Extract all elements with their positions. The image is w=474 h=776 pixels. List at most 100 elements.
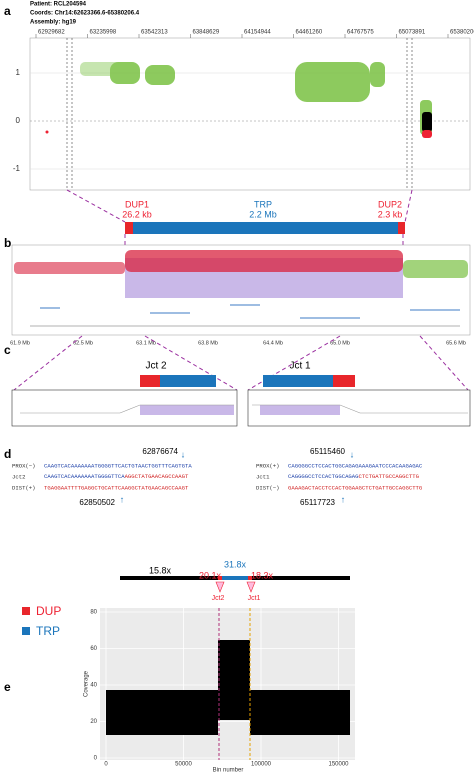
x-tick-label: 65380206 — [450, 30, 474, 36]
sequence-name: Jct2 — [12, 473, 25, 480]
x-tick-label: 64461260 — [296, 30, 323, 36]
y-tick-label: 0 — [94, 756, 98, 762]
y-tick-label: 60 — [90, 646, 97, 652]
point-cloud-red — [125, 250, 403, 272]
header-line: Assembly: hg19 — [30, 20, 77, 26]
x-tick-label: 100000 — [251, 762, 272, 768]
header-line: Patient: RCL204594 — [30, 2, 87, 8]
x-tick-label: 61.9 Mb — [10, 340, 30, 346]
trp-block — [160, 375, 216, 387]
trace — [20, 404, 234, 414]
coordinate: 62850502 — [79, 498, 115, 507]
gene-tracks — [30, 304, 460, 327]
x-tick-label: 64767575 — [347, 30, 374, 36]
y-tick-label: 0 — [16, 116, 21, 125]
junction-label: Jct2 — [212, 595, 225, 602]
coordinate: 65115460 — [310, 447, 346, 456]
coverage-label: 31.8x — [224, 559, 247, 569]
trp-shade — [260, 405, 340, 415]
dup-block — [140, 375, 160, 387]
x-tick-label: 63.8 Mb — [198, 340, 218, 346]
x-tick-label: 65073891 — [399, 30, 426, 36]
x-tick-label: 63542313 — [141, 30, 168, 36]
coverage-label: 15.8x — [149, 565, 172, 575]
jct2-title: Jct 2 — [145, 361, 167, 372]
trp-label: TRP — [254, 199, 272, 209]
sequence-part: CTCTGATTGCCAGGCTTG — [359, 473, 420, 480]
point-cloud-black — [422, 112, 432, 132]
trp-shade — [140, 405, 234, 415]
header-line: Coords: Chr14:62623366.6-65380206.4 — [30, 11, 140, 17]
trp-block — [133, 222, 398, 234]
dup-block — [398, 222, 405, 234]
coverage-cloud — [106, 690, 218, 735]
dup-block — [218, 576, 222, 580]
dup1-label: DUP1 — [125, 199, 149, 209]
sequence-name: Jct1 — [256, 473, 270, 480]
x-tick-label: 62929682 — [38, 30, 65, 36]
plot-frame — [29, 37, 471, 191]
panel-label: a — [4, 4, 11, 18]
arrow: ↑ — [341, 494, 346, 504]
dup-block — [125, 222, 133, 234]
sequence-name: PROX(+) — [256, 462, 280, 469]
junction-marker — [215, 581, 225, 593]
sequence-part: CAAGTCACAAAAAAATGGGGTTCA — [44, 473, 125, 480]
panel-label: e — [4, 680, 11, 694]
x-tick-label: 65.0 Mb — [330, 340, 350, 346]
legend-label: TRP — [36, 624, 60, 638]
arrow: ↓ — [350, 449, 355, 459]
sequence: CAAGTCACAAAAAAATGGGGTTCACTGTAACTGGTTTCAG… — [44, 462, 192, 469]
sequence: GAAAGACTACCTCCACTGGAAGCTCTGATTGCCAGGCTTG — [288, 484, 423, 491]
y-tick-label: 80 — [90, 610, 97, 616]
sequence-part: AGGCTATGAACAGCCAAGT — [125, 473, 189, 480]
panel-label: d — [4, 447, 11, 461]
dup-block — [248, 576, 252, 580]
trp-block — [222, 576, 248, 580]
legend-label: DUP — [36, 604, 61, 618]
dup-block — [333, 375, 355, 387]
sequence: CAGGGGCCTCCACTGGCAGAGAAAGAATCCCACAAGAGAC — [288, 462, 423, 469]
arrow: ↓ — [181, 449, 186, 459]
x-tick-label: 0 — [104, 762, 108, 768]
sequence-name: PROX(−) — [12, 462, 36, 469]
coverage-label: 20.1x — [199, 570, 222, 580]
sequence: TGAGGAATTTTGAGGCTGCATTCAAGGCTATGAACAGCCA… — [44, 484, 189, 491]
legend-swatch — [22, 607, 30, 615]
x-tick-label: 63.1 Mb — [136, 340, 156, 346]
legend-swatch — [22, 627, 30, 635]
sequence-name: DIST(−) — [256, 484, 280, 491]
trp-size: 2.2 Mb — [249, 209, 277, 219]
y-tick-label: 40 — [90, 683, 97, 689]
zoom-lines — [13, 335, 469, 391]
point-cloud-red — [14, 262, 125, 274]
x-tick-label: 150000 — [328, 762, 349, 768]
x-tick-label: 50000 — [175, 762, 192, 768]
x-axis-title: Bin number — [213, 768, 244, 774]
coordinate: 62876674 — [142, 447, 178, 456]
x-tick-label: 63848629 — [193, 30, 220, 36]
x-tick-label: 62.5 Mb — [73, 340, 93, 346]
zoom-lines — [66, 189, 413, 250]
coverage-cloud — [250, 690, 350, 735]
panel-label: b — [4, 236, 11, 250]
coordinate: 65117723 — [300, 498, 336, 507]
jct1-title: Jct 1 — [289, 361, 311, 372]
coverage-cloud — [218, 640, 250, 720]
y-tick-label: 20 — [90, 719, 97, 725]
sequence-part: CAGGGGCCTCCACTGGCAGAG — [288, 473, 359, 480]
sequence: CAAGTCACAAAAAAATGGGGTTCAAGGCTATGAACAGCCA… — [44, 473, 189, 480]
x-tick-label: 63235998 — [90, 30, 117, 36]
panel-label: c — [4, 343, 11, 357]
point-cloud-green — [403, 260, 468, 278]
arrow: ↑ — [120, 494, 125, 504]
y-tick-label: -1 — [13, 164, 21, 173]
y-axis-title: Coverage — [84, 670, 90, 697]
junction-label: Jct1 — [248, 595, 261, 602]
x-tick-label: 65.6 Mb — [446, 340, 466, 346]
sequence: CAGGGGCCTCCACTGGCAGAGCTCTGATTGCCAGGCTTG — [288, 473, 420, 480]
dup1-size: 26.2 kb — [122, 209, 152, 219]
grid — [30, 72, 470, 170]
trace — [252, 404, 468, 414]
